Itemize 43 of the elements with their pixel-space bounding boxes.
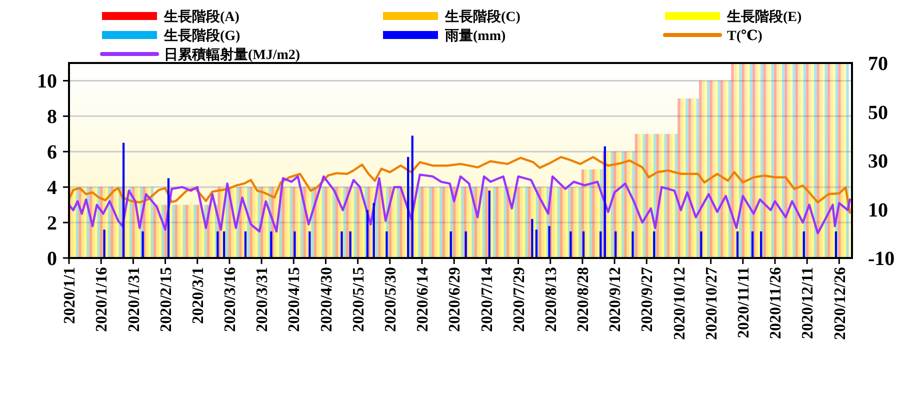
x-tick-label: 2020/9/27 [639, 267, 656, 332]
y-tick-label: 10 [37, 70, 57, 93]
legend-label: 生長階段(G) [163, 28, 241, 44]
legend-label: 雨量(mm) [444, 28, 506, 44]
y2-tick-label: 30 [868, 150, 888, 172]
x-tick-label: 2020/10/12 [671, 267, 688, 340]
legend-label: 生長階段(E) [726, 8, 802, 25]
legend-label: 生長階段(C) [444, 8, 521, 25]
x-tick-label: 2020/12/11 [800, 267, 817, 340]
y-tick-label: 8 [47, 106, 57, 128]
x-tick-label: 2020/4/30 [318, 267, 336, 332]
x-tick-label: 2020/11/11 [735, 267, 752, 338]
y-tick-label: 4 [47, 177, 57, 200]
y-tick-label: 2 [47, 212, 57, 235]
x-tick-label: 2020/8/28 [575, 267, 592, 332]
x-tick-label: 2020/1/16 [94, 267, 111, 332]
x-tick-label: 2020/2/15 [158, 267, 175, 332]
x-tick-label: 2020/11/26 [768, 267, 785, 340]
y2-tick-label: 10 [868, 199, 888, 222]
x-tick-label: 2020/9/12 [607, 267, 624, 332]
x-tick-label: 2020/5/30 [382, 267, 400, 332]
x-tick-label: 2020/8/13 [542, 267, 560, 332]
y2-tick-label: 50 [868, 102, 888, 124]
x-tick-label: 2020/7/29 [510, 267, 528, 332]
y2-tick-label: -10 [868, 248, 895, 270]
legend-label: 生長階段(A) [163, 8, 240, 25]
x-tick-label: 2020/1/31 [126, 267, 143, 332]
x-tick-label: 2020/3/1 [190, 267, 207, 324]
x-tick-label: 2020/6/14 [414, 267, 432, 332]
x-tick-label: 2020/5/15 [350, 267, 368, 332]
legend-label: T(℃) [727, 28, 763, 44]
x-tick-label: 2020/1/1 [62, 267, 79, 324]
x-tick-label: 2020/10/27 [703, 267, 720, 340]
x-tick-label: 2020/12/26 [832, 267, 849, 340]
x-tick-label: 2020/7/14 [478, 267, 496, 332]
x-tick-label: 2020/3/16 [222, 267, 240, 332]
x-tick-label: 2020/6/29 [446, 267, 464, 332]
legend-label: 日累積輻射量(MJ/m2) [164, 46, 300, 63]
y-tick-label: 6 [47, 142, 57, 164]
y-tick-label: 0 [47, 248, 57, 270]
x-tick-label: 2020/3/31 [254, 267, 272, 332]
x-tick-label: 2020/4/15 [286, 267, 304, 332]
y2-tick-label: 70 [868, 53, 888, 75]
